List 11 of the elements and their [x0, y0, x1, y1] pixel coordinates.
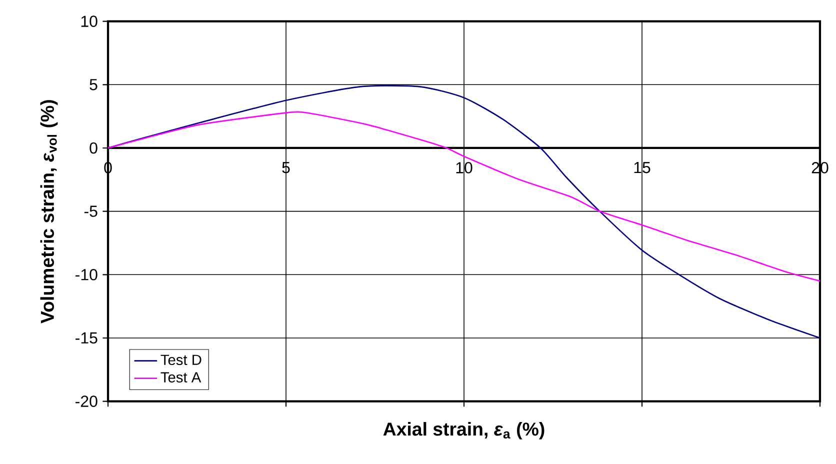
x-axis-title: Axial strain, ε$_{a}$ (%): [383, 422, 544, 440]
y-tick-label: -20: [76, 396, 98, 407]
y-tick-label: 5: [90, 79, 98, 90]
y-tick-label: -5: [84, 206, 98, 217]
y-tick-label: 10: [81, 16, 98, 27]
y-tick-label: -10: [76, 268, 98, 280]
y-tick-label: -15: [76, 332, 98, 344]
y-axis-title: Volumetric strain, ε$_{vol}$ (%): [40, 100, 58, 324]
legend-label: Test D: [160, 354, 202, 366]
legend-label: Test A: [160, 372, 202, 382]
y-tick-label: 0: [90, 142, 98, 154]
